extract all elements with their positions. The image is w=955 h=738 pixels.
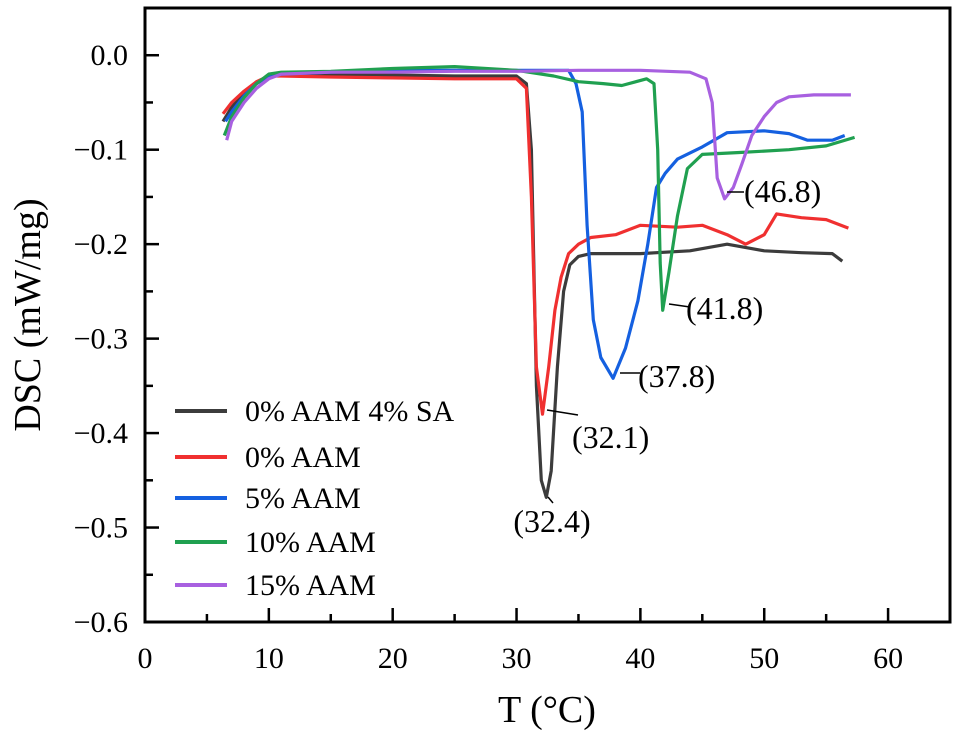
annotation-label: (46.8) <box>744 173 821 209</box>
y-tick-label: −0.5 <box>74 512 128 545</box>
y-tick-label: 0.0 <box>91 39 129 72</box>
annotations: (32.4) (32.1) (37.8) (41.8) (46.8) <box>513 173 821 539</box>
annotation-label: (32.4) <box>513 503 590 539</box>
legend: 0% AAM 4% SA 0% AAM 5% AAM 10% AAM 15% AAM <box>175 395 455 602</box>
annotation-label: (41.8) <box>686 290 763 326</box>
annotation-leader <box>668 303 691 308</box>
x-tick-label: 10 <box>254 642 284 675</box>
annotation-leader <box>546 409 579 416</box>
x-axis-label: T (°C) <box>498 689 596 731</box>
legend-label: 5% AAM <box>245 482 361 515</box>
x-tick-label: 60 <box>873 642 903 675</box>
y-tick-label: −0.1 <box>74 134 128 167</box>
series-line-4 <box>225 68 851 201</box>
y-tick-label: −0.3 <box>74 323 128 356</box>
plot-frame <box>143 6 952 624</box>
annotation-label: (37.8) <box>638 358 715 394</box>
series-layer <box>221 65 856 499</box>
y-tick-label: −0.2 <box>74 228 128 261</box>
legend-label: 10% AAM <box>245 526 376 559</box>
legend-label: 15% AAM <box>245 569 376 602</box>
x-tick-label: 30 <box>502 642 532 675</box>
y-tick-label: −0.6 <box>74 606 128 639</box>
axis-ticks: 0 10 20 30 40 50 60 0.0 −0.1 −0.2 −0.3 −0.4 −0.5 −0.6 <box>74 6 952 675</box>
y-axis-label: DSC (mW/mg) <box>7 198 49 431</box>
annotation-label: (32.1) <box>572 419 649 455</box>
x-tick-label: 40 <box>625 642 655 675</box>
series-line-3 <box>222 65 856 312</box>
x-tick-label: 50 <box>749 642 779 675</box>
series-line-1 <box>221 74 849 416</box>
annotation-leader <box>547 496 554 504</box>
x-tick-label: 0 <box>138 642 153 675</box>
legend-label: 0% AAM <box>245 441 361 474</box>
legend-label: 0% AAM 4% SA <box>245 395 455 428</box>
x-tick-label: 20 <box>378 642 408 675</box>
y-tick-label: −0.4 <box>74 417 128 450</box>
